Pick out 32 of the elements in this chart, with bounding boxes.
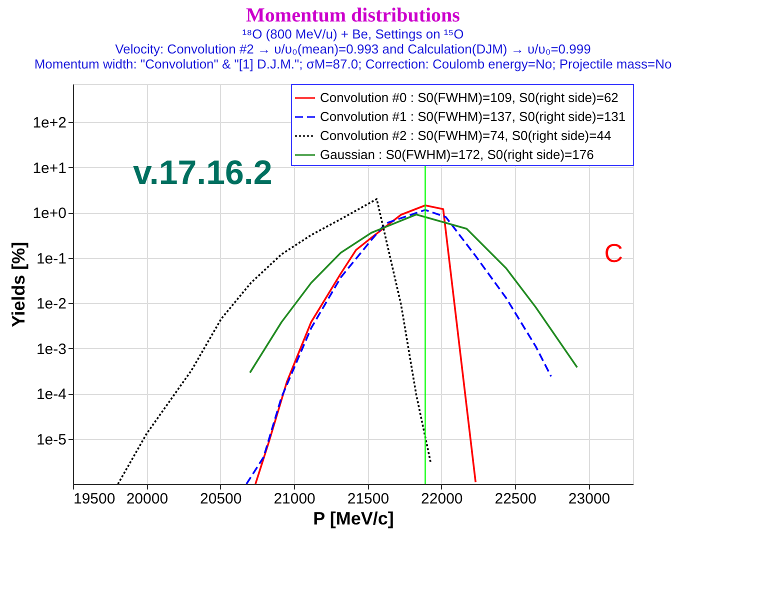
y-tick-label: 1e-4	[36, 386, 66, 404]
legend-label: Gaussian : S0(FWHM)=172, S0(right side)=176	[320, 147, 594, 162]
y-tick-label: 1e+2	[32, 114, 66, 132]
text: Momentum width: "Convolution" & "[1] D.J.M."; σM=87.0; Correction: Coulomb energy=No; Projectile mass=No	[34, 56, 672, 72]
y-tick-label: 1e-3	[36, 340, 66, 358]
legend-label: Convolution #1 : S0(FWHM)=137, S0(right side)=131	[320, 109, 626, 124]
x-axis-title: P [MeV/c]	[313, 508, 394, 528]
x-tick-label: 20000	[126, 490, 168, 508]
y-tick-label: 1e-5	[36, 431, 66, 448]
x-tick-label: 22500	[494, 490, 536, 508]
line-series	[249, 214, 578, 374]
legend-label: Convolution #2 : S0(FWHM)=74, S0(right side)=44	[320, 128, 612, 143]
line-series	[117, 198, 432, 484]
x-tick-label: 20500	[200, 490, 242, 508]
text: ¹⁸O (800 MeV/u) + Be, Settings on ¹⁵O	[242, 26, 464, 42]
y-tick-label: 1e+0	[32, 205, 66, 222]
y-axis-title: Yields [%]	[8, 242, 29, 328]
y-tick-label: 1e-1	[36, 250, 66, 268]
y-tick-label: 1e-2	[36, 296, 66, 313]
annotation: v.17.16.2	[133, 154, 272, 192]
line-series	[246, 209, 552, 484]
text: Velocity: Convolution #2 → υ/υ₀(mean)=0.993 and Calculation(DJM) → υ/υ₀=0.999	[115, 41, 591, 56]
chart-title: Momentum distributions	[246, 4, 460, 26]
x-tick-label: 21500	[347, 490, 390, 508]
x-tick-label: 22000	[421, 490, 463, 508]
x-tick-label: 21000	[274, 490, 316, 508]
line-series	[254, 204, 477, 484]
x-tick-label: 19500	[74, 490, 116, 508]
y-tick-label: 1e+1	[32, 160, 66, 177]
x-tick-label: 23000	[568, 490, 610, 508]
legend-label: Convolution #0 : S0(FWHM)=109, S0(right side)=62	[320, 90, 618, 105]
annotation: C	[604, 238, 623, 268]
